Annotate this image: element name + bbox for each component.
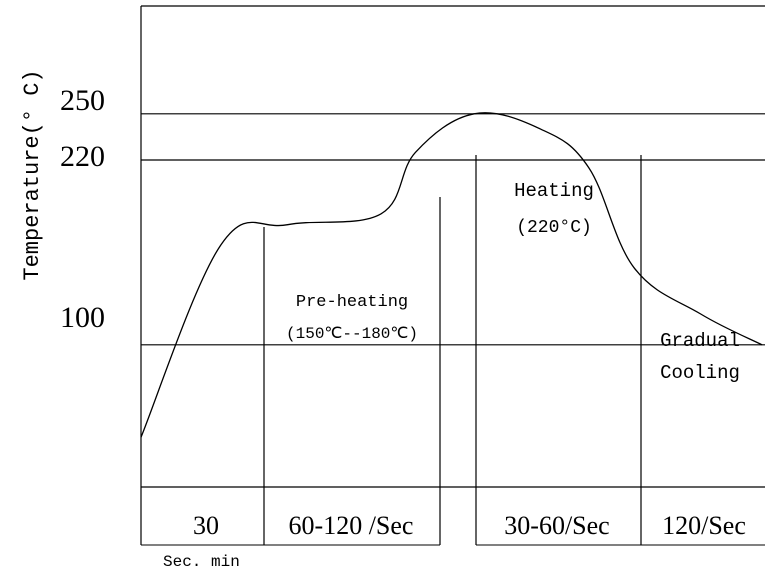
- duration-label-1: 30: [193, 511, 219, 540]
- y-tick-220: 220: [60, 140, 105, 173]
- duration-label-3: 30-60/Sec: [504, 511, 609, 540]
- phase-label-heating: Heating: [514, 180, 594, 202]
- phase-detail-preheating: (150℃--180℃): [286, 325, 418, 343]
- phase-detail-heating: (220°C): [516, 218, 592, 238]
- duration-label-2: 60-120 /Sec: [289, 511, 414, 540]
- y-axis-label: Temperature(° C): [20, 69, 45, 280]
- y-tick-100: 100: [60, 301, 105, 334]
- phase-label-cooling-1: Gradual: [660, 330, 740, 352]
- duration-label-4: 120/Sec: [662, 511, 746, 540]
- temperature-profile-line: [140, 112, 763, 438]
- y-tick-250: 250: [60, 84, 105, 117]
- duration-footnote: Sec. min: [163, 553, 240, 571]
- phase-label-preheating: Pre-heating: [296, 293, 408, 312]
- phase-label-cooling-2: Cooling: [660, 362, 740, 384]
